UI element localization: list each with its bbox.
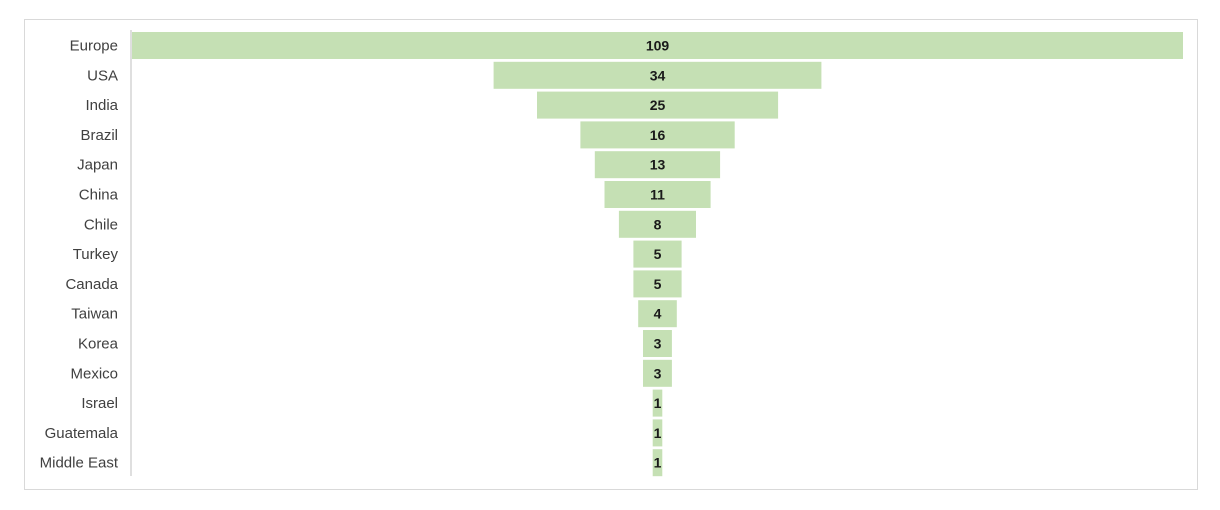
value-label-brazil: 16 [650, 127, 666, 143]
value-label-mexico: 3 [654, 365, 662, 381]
category-label-brazil: Brazil [80, 127, 118, 144]
bar-korea [643, 330, 672, 357]
category-label-turkey: Turkey [73, 246, 119, 263]
category-label-mexico: Mexico [70, 365, 118, 382]
value-label-middle-east: 1 [654, 455, 662, 471]
value-label-chile: 8 [654, 216, 662, 232]
bar-middle-east [652, 449, 663, 477]
value-label-turkey: 5 [654, 246, 662, 262]
value-label-usa: 34 [650, 67, 666, 83]
bar-mexico [643, 359, 672, 387]
category-label-korea: Korea [78, 336, 119, 353]
value-label-china: 11 [650, 187, 665, 203]
value-label-guatemala: 1 [654, 425, 662, 441]
chart-frame: Europe USA India Brazil Japan China Chile Turke… [24, 19, 1198, 490]
value-label-taiwan: 4 [654, 306, 662, 322]
value-label-israel: 1 [654, 395, 662, 411]
value-label-india: 25 [650, 97, 666, 113]
value-label-japan: 13 [650, 157, 666, 173]
category-label-japan: Japan [77, 157, 118, 174]
bar-taiwan [638, 300, 677, 328]
category-label-usa: USA [87, 67, 118, 84]
bar-guatemala [652, 419, 663, 447]
funnel-chart: Europe USA India Brazil Japan China Chile Turke… [40, 30, 1183, 477]
value-label-korea: 3 [654, 336, 662, 352]
value-label-europe: 109 [646, 38, 670, 54]
category-labels-group: Europe USA India Brazil Japan China Chile Turke… [40, 38, 119, 472]
bar-europe [132, 32, 1183, 59]
category-label-europe: Europe [70, 38, 118, 55]
category-label-guatemala: Guatemala [45, 425, 119, 442]
bar-israel [652, 389, 663, 417]
bar-chile [618, 210, 696, 238]
category-label-india: India [85, 97, 118, 114]
category-label-israel: Israel [81, 395, 118, 412]
category-label-china: China [79, 187, 119, 204]
category-label-canada: Canada [65, 276, 118, 293]
bar-china [604, 181, 711, 208]
bar-canada [633, 270, 682, 298]
bar-usa [493, 61, 822, 89]
category-label-chile: Chile [84, 216, 118, 233]
category-label-middle-east: Middle East [40, 455, 119, 472]
value-label-canada: 5 [654, 276, 662, 292]
bars-group [132, 32, 1183, 477]
bar-japan [594, 151, 721, 179]
bar-india [537, 91, 779, 119]
bar-turkey [633, 240, 682, 268]
category-label-taiwan: Taiwan [71, 306, 118, 323]
bar-brazil [580, 121, 735, 149]
